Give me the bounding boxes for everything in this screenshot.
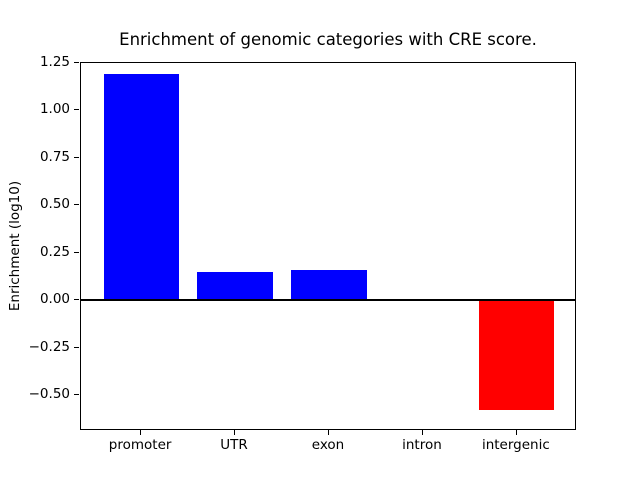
y-tick-mark (74, 156, 79, 158)
y-tick-label: 1.25 (39, 54, 70, 70)
y-tick-mark (74, 393, 79, 395)
chart-title: Enrichment of genomic categories with CR… (119, 30, 537, 49)
y-tick-label: 1.00 (39, 101, 70, 118)
x-tick-label-exon: exon (311, 437, 345, 453)
y-axis-ticks: 1.25 1.00 0.75 0.50 0.25 0.00 −0.25 −0.50 (0, 54, 80, 430)
bar-intergenic (479, 300, 555, 411)
x-tick-mark (515, 430, 517, 435)
bar-exon (291, 269, 367, 301)
x-tick-mark (140, 430, 142, 435)
x-tick-mark (328, 430, 329, 435)
bar-promoter (103, 74, 179, 301)
y-tick-mark (74, 62, 79, 63)
x-tick-label-UTR: UTR (220, 437, 248, 453)
y-tick-label: 0.00 (39, 291, 70, 308)
x-axis-ticks: promoter UTR exon intron intergenic (80, 430, 576, 460)
y-tick-mark (74, 204, 79, 206)
y-tick-mark (74, 346, 79, 348)
y-tick-label: 0.75 (39, 148, 70, 165)
x-tick-label-intergenic: intergenic (481, 437, 550, 453)
x-tick-mark (421, 430, 423, 435)
y-tick-mark (74, 251, 79, 253)
x-tick-mark (234, 430, 236, 435)
x-tick-label-promoter: promoter (108, 437, 172, 453)
y-tick-label: −0.25 (28, 338, 70, 355)
y-tick-label: 0.50 (39, 196, 70, 213)
bar-UTR (197, 271, 273, 301)
y-tick-label: −0.50 (28, 385, 70, 402)
y-tick-mark (74, 299, 79, 301)
x-tick-label-intron: intron (402, 437, 442, 453)
plot-area (80, 62, 576, 430)
y-tick-label: 0.25 (39, 243, 70, 260)
zero-line (81, 299, 575, 302)
y-tick-mark (74, 109, 79, 111)
